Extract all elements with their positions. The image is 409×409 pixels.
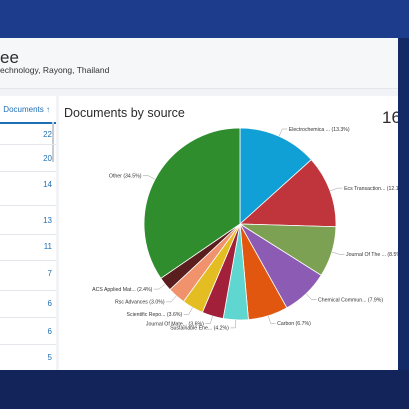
pie-slice-label: Chemical Commun... (7.9%) (318, 297, 383, 303)
documents-column-header[interactable]: Documents ↑ (0, 96, 56, 124)
profile-name: ee (0, 48, 19, 67)
documents-header-label: Documents (3, 105, 44, 114)
document-count[interactable]: 20 (43, 154, 52, 163)
document-count[interactable]: 6 (47, 299, 52, 308)
table-row[interactable]: 20 (0, 145, 56, 172)
document-count[interactable]: 22 (43, 130, 52, 139)
pie-slice-label: ACS Applied Mat... (2.4%) (92, 287, 153, 293)
table-row[interactable]: 5 (0, 345, 56, 370)
pie-slice-label: Other (34.5%) (109, 173, 142, 179)
pie-chart: Electrochemica ... (13.3%) Ecs Transactio… (92, 127, 398, 332)
profile-affiliation: echnology, Rayong, Thailand (0, 65, 110, 75)
pie-slice-label: Ecs Transaction... (12.1%) (344, 186, 398, 192)
table-scrollbar[interactable] (52, 122, 54, 162)
table-row[interactable]: 7 (0, 261, 56, 291)
pie-slice-label: Carbon (6.7%) (277, 321, 311, 327)
table-row[interactable]: 6 (0, 291, 56, 318)
table-row[interactable]: 6 (0, 318, 56, 345)
pie-leader-line (278, 128, 288, 137)
document-count[interactable]: 7 (47, 269, 52, 278)
background-top (0, 0, 409, 38)
arrow-up-icon: ↑ (46, 105, 50, 114)
pie-leader-line (143, 175, 156, 180)
table-row[interactable]: 11 (0, 235, 56, 261)
documents-table: Documents ↑ 22 20 14 13 11 7 6 6 5 (0, 96, 56, 370)
pie-slice[interactable] (238, 159, 337, 228)
total-documents: 165 (382, 108, 398, 127)
pie-slice-label: Scientific Repo... (3.6%) (127, 312, 183, 318)
background-bottom (0, 370, 409, 409)
pie-slice-label: Sustainable Ene... (4.2%) (170, 326, 229, 332)
pie-leader-line (205, 315, 213, 324)
analytics-screen: ee echnology, Rayong, Thailand Documents… (0, 38, 398, 370)
table-row[interactable]: 13 (0, 206, 56, 235)
document-count[interactable]: 11 (43, 242, 52, 251)
background-right (398, 38, 409, 370)
documents-by-source-panel: Documents by source 165 Electrochemica .… (59, 96, 398, 370)
document-count[interactable]: 13 (43, 216, 52, 225)
pie-slice-label: Electrochemica ... (13.3%) (289, 127, 350, 133)
pie-slice-label: Journal Of The ... (8.5%) (346, 252, 398, 258)
table-row[interactable]: 14 (0, 172, 56, 206)
profile-header: ee echnology, Rayong, Thailand (0, 38, 398, 89)
pie-leader-line (230, 319, 237, 329)
pie-leader-line (153, 283, 166, 290)
pie-leader-line (330, 187, 343, 192)
pie-leader-line (183, 307, 193, 315)
document-count[interactable]: 5 (47, 353, 52, 362)
pie-slice-label: Rsc Advances (3.0%) (115, 300, 165, 306)
pie-leader-line (166, 295, 177, 303)
pie-slice-label: Journal Of Mate... (3.6%) (146, 322, 204, 328)
table-row[interactable]: 22 (0, 124, 56, 145)
pie-leader-line (268, 315, 276, 324)
document-count[interactable]: 14 (43, 180, 52, 189)
chart-title: Documents by source (64, 106, 185, 120)
pie-leader-line (305, 293, 317, 300)
pie-leader-line (331, 251, 345, 255)
document-count[interactable]: 6 (47, 327, 52, 336)
